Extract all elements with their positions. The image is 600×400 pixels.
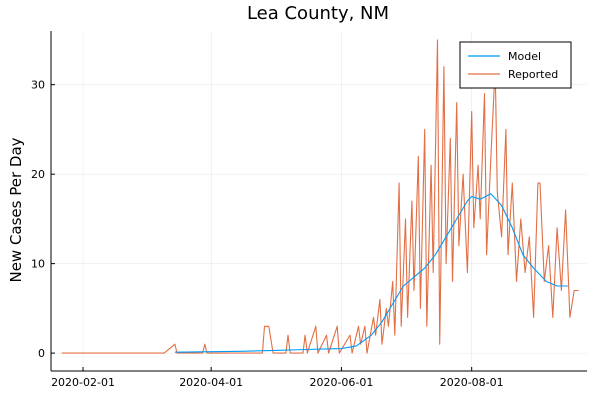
x-tick-label-3: 2020-08-01	[440, 376, 504, 389]
legend-box	[459, 41, 572, 89]
y-tick-label-1: 10	[31, 258, 45, 271]
legend-label-model: Model	[508, 50, 541, 63]
series-lines	[61, 39, 579, 354]
legend: Model Reported	[459, 41, 572, 89]
y-tick-label-3: 30	[31, 79, 45, 92]
y-tick-label-0: 0	[38, 347, 45, 360]
series-line-reported	[61, 39, 579, 354]
axes	[50, 31, 587, 372]
y-axis-label: New Cases Per Day	[7, 137, 25, 282]
chart-title: Lea County, NM	[247, 3, 389, 24]
series-line-model	[174, 193, 568, 353]
x-tick-label-1: 2020-04-01	[179, 376, 243, 389]
tick-labels: 2020-02-01 2020-04-01 2020-06-01 2020-08-01…	[31, 79, 504, 389]
y-tick-label-2: 20	[31, 168, 45, 181]
x-tick-label-0: 2020-02-01	[51, 376, 115, 389]
x-tick-label-2: 2020-06-01	[309, 376, 373, 389]
legend-label-reported: Reported	[508, 68, 558, 81]
